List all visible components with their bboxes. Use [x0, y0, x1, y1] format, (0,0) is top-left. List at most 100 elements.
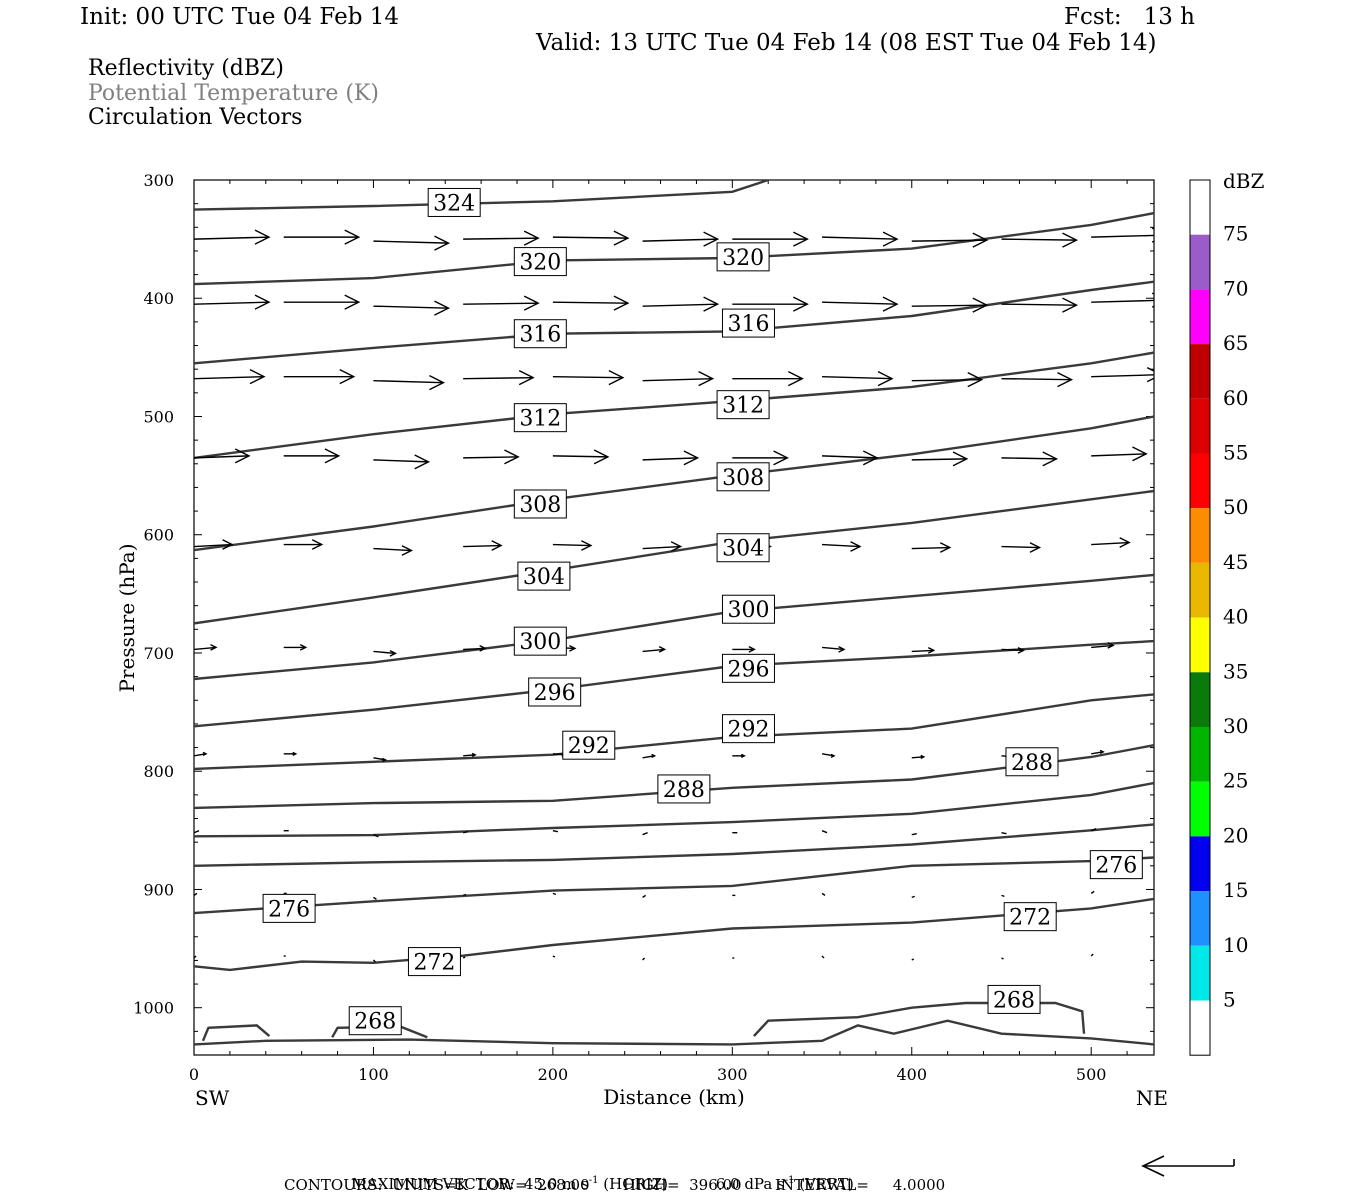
circulation-vector	[373, 459, 429, 463]
circulation-vector	[1001, 377, 1072, 381]
circulation-vector-head	[1119, 537, 1131, 548]
circulation-vector-head	[850, 541, 862, 552]
circulation-vector-head	[830, 753, 836, 758]
circulation-vector-head	[1107, 642, 1115, 649]
y-tick-label: 400	[143, 289, 174, 308]
colorbar-label: 5	[1223, 988, 1236, 1012]
theta-contour-pocket	[753, 1001, 1086, 1037]
contour-label-box	[348, 1006, 402, 1036]
circulation-vector	[463, 302, 539, 305]
circulation-vector-head	[254, 294, 271, 310]
contour-label-box	[721, 308, 775, 338]
colorbar-segment	[1190, 727, 1210, 782]
y-tick-label: 1000	[133, 999, 174, 1018]
circulation-vector-head	[523, 230, 540, 246]
colorbar-label: 65	[1223, 331, 1248, 355]
theta-contour	[194, 744, 1154, 810]
contour-label: 320	[519, 251, 561, 276]
colorbar-title: dBZ	[1223, 169, 1265, 193]
contour-label: 292	[568, 734, 610, 759]
colorbar-label: 35	[1223, 659, 1248, 683]
contour-label-box	[721, 714, 775, 744]
circulation-vector-head	[703, 231, 720, 247]
colorbar-segment	[1190, 289, 1210, 345]
circulation-vector	[194, 236, 270, 240]
circulation-vector-head	[434, 300, 451, 316]
colorbar-frame	[1189, 179, 1211, 1056]
circulation-vector-head	[434, 235, 451, 251]
circulation-vector-head	[882, 296, 899, 312]
circulation-vector-head	[1099, 749, 1105, 754]
circulation-vector	[194, 375, 265, 380]
x-right-direction-label: NE	[1136, 1086, 1168, 1110]
circulation-vector-head	[920, 754, 926, 759]
colorbar-segment	[1190, 891, 1210, 946]
colorbar-label: 55	[1223, 441, 1248, 465]
circulation-vector-head	[210, 644, 218, 651]
circulation-vector-head	[1042, 451, 1059, 467]
contour-label-box	[1005, 747, 1059, 777]
circulation-vector	[642, 957, 646, 961]
circulation-vector-head	[651, 753, 657, 758]
plot-frame	[193, 179, 1155, 1056]
contour-label: 276	[268, 897, 310, 922]
circulation-vector	[463, 831, 469, 834]
contour-label-box	[562, 730, 616, 760]
x-tick-label: 200	[538, 1065, 569, 1084]
circulation-vector	[1001, 545, 1040, 549]
circulation-vector	[1091, 299, 1154, 303]
circulation-vector	[552, 301, 628, 304]
colorbar-segment	[1190, 1000, 1210, 1056]
contour-label: 304	[523, 565, 565, 590]
colorbar-segment	[1190, 344, 1210, 399]
circulation-vector-head	[793, 231, 809, 247]
circulation-vector	[642, 648, 665, 653]
circulation-vector-head	[234, 448, 251, 464]
field-reflectivity: Reflectivity (dBZ)	[88, 56, 284, 81]
contour-label-box	[528, 677, 582, 707]
circulation-vector-head	[862, 450, 879, 466]
circulation-vector	[911, 304, 987, 307]
circulation-vector	[642, 832, 648, 836]
circulation-vector	[463, 237, 539, 240]
contour-label-box	[1003, 902, 1057, 932]
contour-label-box	[716, 462, 770, 492]
circulation-vector	[911, 895, 915, 899]
circulation-vector-head	[773, 450, 789, 466]
colorbar-label: 50	[1223, 495, 1248, 519]
circulation-vector	[552, 892, 557, 896]
x-tick-label: 100	[358, 1065, 389, 1084]
contour-label-box	[716, 390, 770, 420]
circulation-vector-head	[1017, 647, 1026, 654]
contour-label: 316	[727, 312, 769, 337]
circulation-vector	[822, 455, 878, 459]
x-tick-label: 500	[1076, 1065, 1107, 1084]
circulation-vector-head	[670, 541, 683, 552]
circulation-vector-head	[698, 371, 715, 387]
circulation-vector-head	[311, 539, 324, 550]
circulation-vector	[552, 375, 623, 379]
circulation-vector	[1001, 832, 1007, 835]
circulation-vector	[194, 955, 197, 959]
circulation-vector	[194, 830, 200, 834]
circulation-vector	[822, 543, 861, 548]
circulation-vector	[194, 646, 217, 651]
circulation-vector	[462, 956, 466, 959]
circulation-vector	[1001, 238, 1077, 241]
circulation-vector	[821, 830, 828, 834]
circulation-vector	[463, 376, 534, 380]
circulation-vector-head	[389, 650, 398, 657]
contour-label: 288	[1011, 751, 1053, 776]
colorbar-label: 75	[1223, 222, 1248, 246]
circulation-vector-head	[608, 370, 625, 386]
circulation-vector	[642, 303, 718, 307]
contour-label: 292	[727, 718, 769, 743]
max-vector-suffix: (VERT)	[794, 1175, 854, 1193]
x-tick-label: 400	[896, 1065, 927, 1084]
contour-label: 304	[722, 537, 764, 562]
y-tick-label: 900	[143, 880, 174, 899]
x-tick-label: 0	[189, 1065, 199, 1084]
circulation-vector-head	[471, 752, 477, 757]
contour-label-box	[407, 947, 461, 977]
theta-contour	[194, 897, 1154, 972]
